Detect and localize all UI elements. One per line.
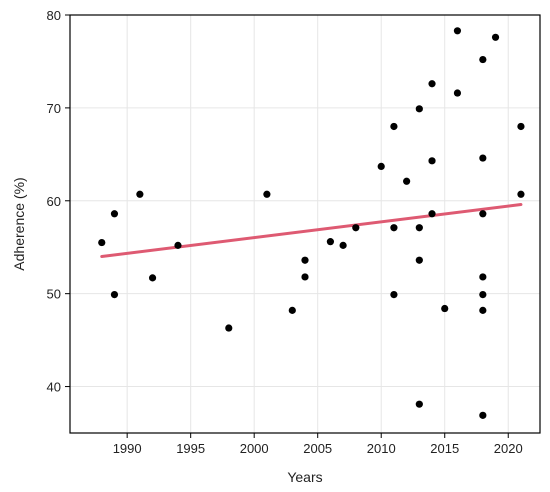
- y-axis-label: Adherence (%): [11, 177, 27, 270]
- y-tick: 50: [47, 287, 70, 302]
- data-point: [479, 154, 487, 162]
- data-point: [110, 210, 119, 218]
- data-point: [479, 273, 487, 281]
- y-tick-label: 60: [47, 194, 61, 209]
- y-tick: 80: [47, 8, 70, 23]
- data-point: [98, 238, 106, 247]
- data-point: [479, 55, 487, 64]
- data-point: [288, 306, 296, 314]
- data-point: [390, 122, 398, 131]
- x-tick: 1995: [176, 433, 205, 456]
- x-tick: 2015: [430, 433, 459, 456]
- data-point: [453, 27, 462, 35]
- x-tick-label: 2020: [494, 441, 523, 456]
- trend-line: [100, 202, 523, 259]
- data-point: [441, 304, 449, 313]
- x-axis: 1990 1995 2000 2005 2010 2015 2020: [113, 433, 523, 456]
- data-point: [225, 324, 233, 332]
- x-tick: 2020: [494, 433, 523, 456]
- x-tick-label: 2000: [240, 441, 269, 456]
- y-tick-label: 40: [47, 380, 61, 395]
- data-point: [136, 190, 144, 198]
- y-tick: 60: [47, 194, 70, 209]
- data-point: [517, 190, 525, 198]
- data-point: [403, 177, 411, 185]
- data-point: [390, 224, 398, 232]
- data-point: [339, 241, 347, 249]
- data-point: [479, 210, 487, 218]
- data-point: [390, 290, 398, 299]
- points-layer: [98, 27, 525, 419]
- x-tick-label: 1995: [176, 441, 205, 456]
- data-point: [415, 400, 423, 408]
- data-point: [517, 122, 525, 131]
- trend-line-layer: [100, 202, 523, 259]
- x-tick: 1990: [113, 433, 142, 456]
- x-tick-label: 2010: [367, 441, 396, 456]
- data-point: [148, 274, 157, 282]
- data-point: [428, 210, 436, 218]
- grid: [70, 14, 540, 433]
- x-tick: 2010: [367, 433, 396, 456]
- data-point: [110, 290, 119, 299]
- data-point: [428, 80, 436, 88]
- data-point: [415, 105, 423, 113]
- x-axis-label: Years: [287, 469, 322, 485]
- data-point: [174, 241, 182, 249]
- x-tick: 2000: [240, 433, 269, 456]
- y-tick-label: 80: [47, 8, 61, 23]
- y-tick-label: 70: [47, 101, 61, 116]
- data-point: [263, 190, 271, 198]
- data-point: [326, 238, 335, 246]
- plot-frame: [69, 14, 541, 434]
- x-tick-label: 2015: [430, 441, 459, 456]
- data-point: [301, 273, 309, 281]
- data-point: [377, 162, 385, 171]
- data-point: [479, 306, 487, 314]
- data-point: [415, 224, 423, 232]
- data-point: [301, 256, 309, 264]
- data-point: [479, 411, 487, 419]
- y-tick: 70: [47, 101, 70, 116]
- y-tick-label: 50: [47, 287, 61, 302]
- data-point: [415, 256, 423, 264]
- y-axis: 40 50 60 70 80: [47, 8, 70, 395]
- x-tick: 2005: [303, 433, 332, 456]
- data-point: [453, 89, 462, 97]
- x-tick-label: 1990: [113, 441, 142, 456]
- data-point: [428, 157, 436, 165]
- x-tick-label: 2005: [303, 441, 332, 456]
- data-point: [352, 224, 360, 232]
- data-point: [479, 290, 487, 299]
- data-point: [491, 33, 500, 41]
- y-tick: 40: [47, 380, 70, 395]
